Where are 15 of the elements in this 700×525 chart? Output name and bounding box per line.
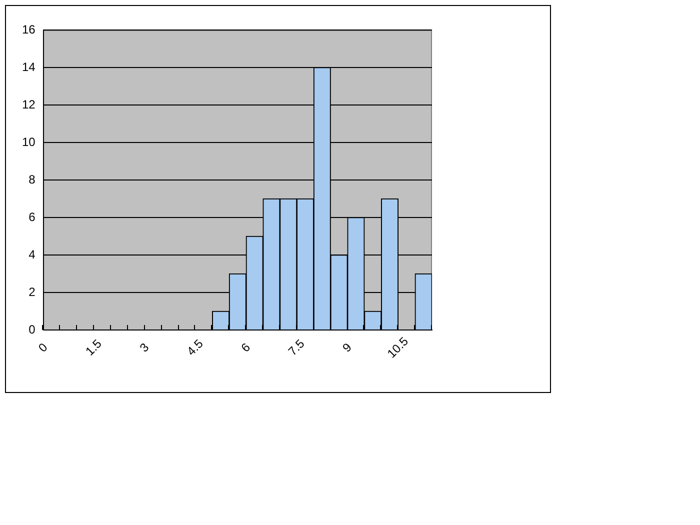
x-tick-label: 6: [238, 340, 254, 355]
y-tick-label: 8: [28, 172, 36, 186]
y-tick-label: 2: [28, 284, 36, 299]
y-tick-label: 12: [22, 97, 36, 112]
x-tick-label: 7.5: [285, 336, 308, 358]
x-tick-label: 3: [136, 340, 152, 355]
x-tick-label: 4.5: [184, 336, 206, 358]
x-tick-label: 1.5: [82, 336, 105, 358]
x-tick-label: 9: [340, 340, 355, 355]
y-tick-label: 10: [22, 134, 36, 149]
y-tick-label: 6: [28, 210, 36, 224]
y-tick-label: 4: [28, 247, 36, 262]
y-tick-label: 0: [28, 322, 36, 336]
y-tick-label: 14: [22, 60, 36, 74]
y-tick-label: 16: [22, 22, 36, 36]
